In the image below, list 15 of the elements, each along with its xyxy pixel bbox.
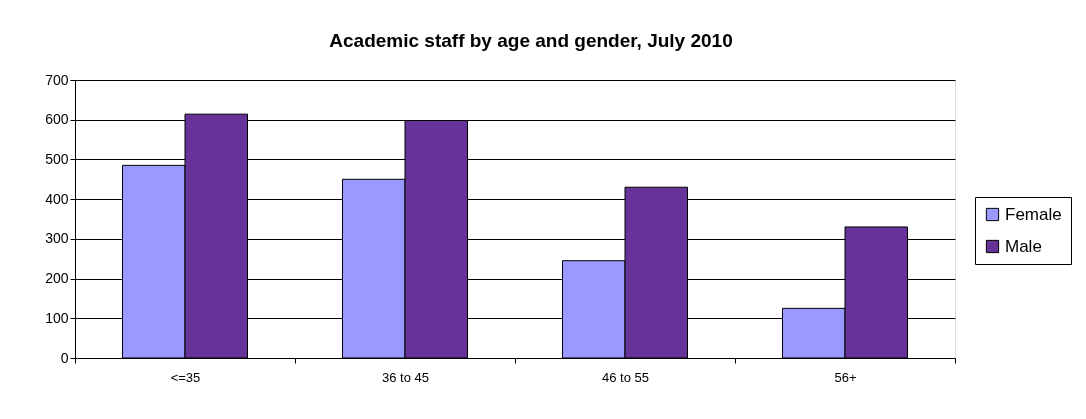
y-tick-label: 100: [45, 309, 69, 326]
chart-title: Academic staff by age and gender, July 2010: [329, 30, 733, 51]
y-tick-label: 300: [45, 230, 69, 247]
y-tick-label: 700: [45, 71, 69, 88]
legend-label: Male: [1005, 236, 1042, 256]
legend-label: Female: [1005, 204, 1062, 224]
x-tick-label: 46 to 55: [602, 369, 649, 385]
y-tick-label: 600: [45, 111, 69, 128]
x-tick-label: 56+: [834, 369, 857, 385]
y-tick-label: 500: [45, 150, 69, 167]
y-tick-label: 400: [45, 190, 69, 207]
x-tick-label: 36 to 45: [382, 369, 429, 385]
y-tick-label: 0: [60, 349, 69, 366]
y-tick-label: 200: [45, 270, 69, 287]
x-tick-label: <=35: [170, 369, 201, 385]
